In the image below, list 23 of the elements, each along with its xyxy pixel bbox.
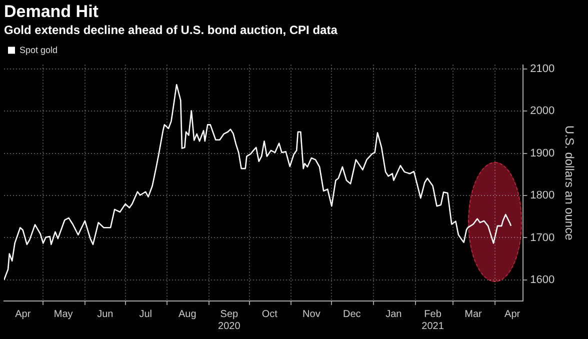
y-tick-label: 1600 [530,274,555,286]
x-tick-label: Jun [97,308,114,320]
x-tick-label: Apr [504,308,521,320]
x-tick-label: Sep 2020 [218,308,241,332]
x-tick-label: Jan [386,308,402,320]
y-tick-label: 1800 [530,190,555,202]
y-tick-label: 1700 [530,232,555,244]
x-tick-label: Jul [139,308,152,320]
x-tick-label: Dec [342,308,361,320]
x-tick-label: Oct [262,308,278,320]
x-tick-label: Feb 2021 [422,308,444,332]
chart-subtitle: Gold extends decline ahead of U.S. bond auction, CPI data [4,22,338,37]
legend-label: Spot gold [20,44,58,55]
y-tick-label: 2000 [530,105,555,118]
x-tick-label: Mar [464,308,483,320]
chart-title: Demand Hit [4,2,99,21]
x-tick-label: May [54,308,73,320]
x-tick-label: Aug [178,308,196,320]
x-tick-label: Apr [15,308,32,320]
x-tick-label: Nov [302,308,320,320]
y-tick-label: 2100 [530,63,555,76]
y-tick-label: 1900 [530,147,555,160]
y-axis-title: U.S. dollars an ounce [562,126,576,241]
